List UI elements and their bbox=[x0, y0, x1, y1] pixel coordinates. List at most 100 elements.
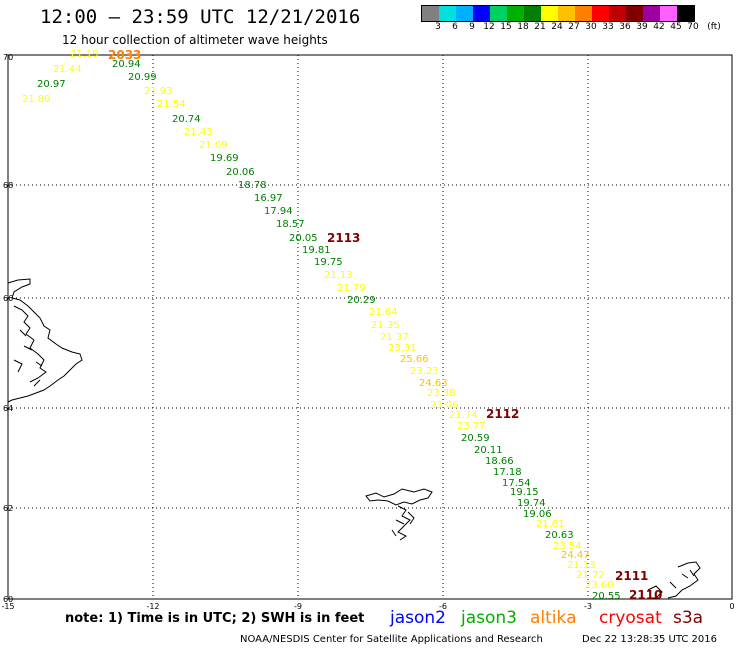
legend-jason2: jason2 bbox=[390, 608, 446, 628]
swh-value: 17.18 bbox=[493, 467, 522, 478]
colorbar-swatch bbox=[609, 6, 626, 21]
swh-value: 20.11 bbox=[474, 445, 503, 456]
colorbar-label: 33 bbox=[602, 22, 614, 32]
colorbar-swatch bbox=[524, 6, 541, 21]
map-grid bbox=[8, 55, 732, 599]
legend-jason3: jason3 bbox=[461, 608, 517, 628]
colorbar-swatch bbox=[592, 6, 609, 21]
swh-value: 23.23 bbox=[410, 366, 439, 377]
wave-height-observations: 21.19 21.44 20.97 21.80 20.94 20.99 21.93 21.54… bbox=[22, 49, 621, 602]
colorbar-swatch bbox=[439, 6, 456, 21]
swh-value: 21.64 bbox=[369, 307, 398, 318]
swh-value: 21.61 bbox=[536, 519, 565, 530]
colorbar-label: 36 bbox=[619, 22, 631, 32]
swh-value: 21.44 bbox=[53, 64, 82, 75]
swh-value: 24.47 bbox=[561, 550, 590, 561]
swh-value: 19.81 bbox=[302, 245, 331, 256]
lon-tick-label: -15 bbox=[1, 602, 14, 611]
swh-value: 20.59 bbox=[461, 433, 490, 444]
wave-height-colorbar bbox=[421, 5, 695, 22]
colorbar-label: 3 bbox=[435, 22, 441, 32]
colorbar-swatch bbox=[558, 6, 575, 21]
colorbar-label: 24 bbox=[551, 22, 563, 32]
map-frame bbox=[7, 54, 733, 600]
swh-value: 18.57 bbox=[276, 219, 305, 230]
colorbar-label: 27 bbox=[568, 22, 580, 32]
swh-value: 21.13 bbox=[567, 560, 596, 571]
colorbar-label: 12 bbox=[483, 22, 495, 32]
page-title: 12:00 – 23:59 UTC 12/21/2016 bbox=[40, 6, 361, 28]
swh-value: 20.05 bbox=[289, 233, 318, 244]
swh-value: 23.06 bbox=[430, 400, 459, 411]
swh-value: 25.66 bbox=[400, 354, 429, 365]
lat-tick-label: 60 bbox=[3, 595, 13, 604]
colorbar-label: 70 bbox=[687, 22, 699, 32]
lon-tick-label: -12 bbox=[146, 602, 159, 611]
lon-tick-label: -3 bbox=[584, 602, 592, 611]
colorbar-swatch bbox=[575, 6, 592, 21]
swh-value: 20.55 bbox=[592, 591, 621, 602]
colorbar-label: 39 bbox=[636, 22, 648, 32]
colorbar-label: 42 bbox=[653, 22, 665, 32]
lat-tick-label: 64 bbox=[3, 404, 13, 413]
swh-value: 23.31 bbox=[388, 343, 417, 354]
swh-value: 20.63 bbox=[545, 530, 574, 541]
colorbar-swatch bbox=[507, 6, 524, 21]
colorbar-label: (ft) bbox=[707, 22, 721, 32]
page-subtitle: 12 hour collection of altimeter wave hei… bbox=[62, 33, 328, 47]
swh-value: 17.54 bbox=[502, 478, 531, 489]
swh-value: 19.74 bbox=[517, 498, 546, 509]
swh-value: 21.43 bbox=[184, 127, 213, 138]
swh-value: 19.15 bbox=[510, 487, 539, 498]
swh-value: 21.09 bbox=[199, 140, 228, 151]
axis-labels: 70 68 66 64 62 60-15 -12 -9 -6 -3 0 bbox=[1, 53, 734, 611]
swh-value: 20.97 bbox=[37, 79, 66, 90]
colorbar-label: 21 bbox=[534, 22, 546, 32]
lon-tick-label: -6 bbox=[439, 602, 447, 611]
swh-value: 21.37 bbox=[380, 332, 409, 343]
footer-timestamp: Dec 22 13:28:35 UTC 2016 bbox=[582, 634, 717, 645]
swh-value: 19.75 bbox=[314, 257, 343, 268]
swh-value: 21.80 bbox=[22, 94, 51, 105]
colorbar-swatch bbox=[456, 6, 473, 21]
colorbar-label: 45 bbox=[670, 22, 682, 32]
swh-value: 20.99 bbox=[128, 72, 157, 83]
legend-altika: altika bbox=[530, 608, 577, 628]
colorbar-swatch bbox=[660, 6, 677, 21]
lat-tick-label: 68 bbox=[3, 181, 13, 190]
swh-value: 18.66 bbox=[485, 456, 514, 467]
swh-value: 23.38 bbox=[427, 388, 456, 399]
swh-value: 19.06 bbox=[523, 509, 552, 520]
swh-value: 21.74 bbox=[449, 410, 478, 421]
swh-value: 21.13 bbox=[324, 270, 353, 281]
colorbar-swatch bbox=[541, 6, 558, 21]
swh-value: 16.97 bbox=[254, 193, 283, 204]
swh-value: 24.63 bbox=[419, 378, 448, 389]
swh-value: 23.54 bbox=[553, 541, 582, 552]
swh-value: 23.60 bbox=[585, 580, 614, 591]
shetland-coast bbox=[647, 561, 701, 599]
swh-value: 21.54 bbox=[157, 99, 186, 110]
colorbar-swatch bbox=[473, 6, 490, 21]
pass-time: 2111 bbox=[615, 569, 648, 583]
colorbar-swatch bbox=[626, 6, 643, 21]
swh-value: 20.74 bbox=[172, 114, 201, 125]
swh-value: 20.94 bbox=[112, 59, 141, 70]
note-text: note: 1) Time is in UTC; 2) SWH is in fe… bbox=[65, 611, 365, 626]
lon-tick-label: 0 bbox=[729, 602, 734, 611]
colorbar-label: 30 bbox=[585, 22, 597, 32]
swh-value: 17.94 bbox=[264, 206, 293, 217]
swh-value: 21.72 bbox=[576, 570, 605, 581]
lat-tick-label: 70 bbox=[3, 53, 13, 62]
colorbar-label: 9 bbox=[469, 22, 475, 32]
colorbar-swatch bbox=[422, 6, 439, 21]
pass-time-labels: 2033 2113 2112 2111 2110 bbox=[108, 48, 662, 602]
colorbar-label: 15 bbox=[500, 22, 512, 32]
swh-value: 19.69 bbox=[210, 153, 239, 164]
swh-value: 20.06 bbox=[226, 167, 255, 178]
colorbar-label: 18 bbox=[517, 22, 529, 32]
lat-tick-label: 62 bbox=[3, 504, 13, 513]
swh-value: 21.93 bbox=[144, 86, 173, 97]
